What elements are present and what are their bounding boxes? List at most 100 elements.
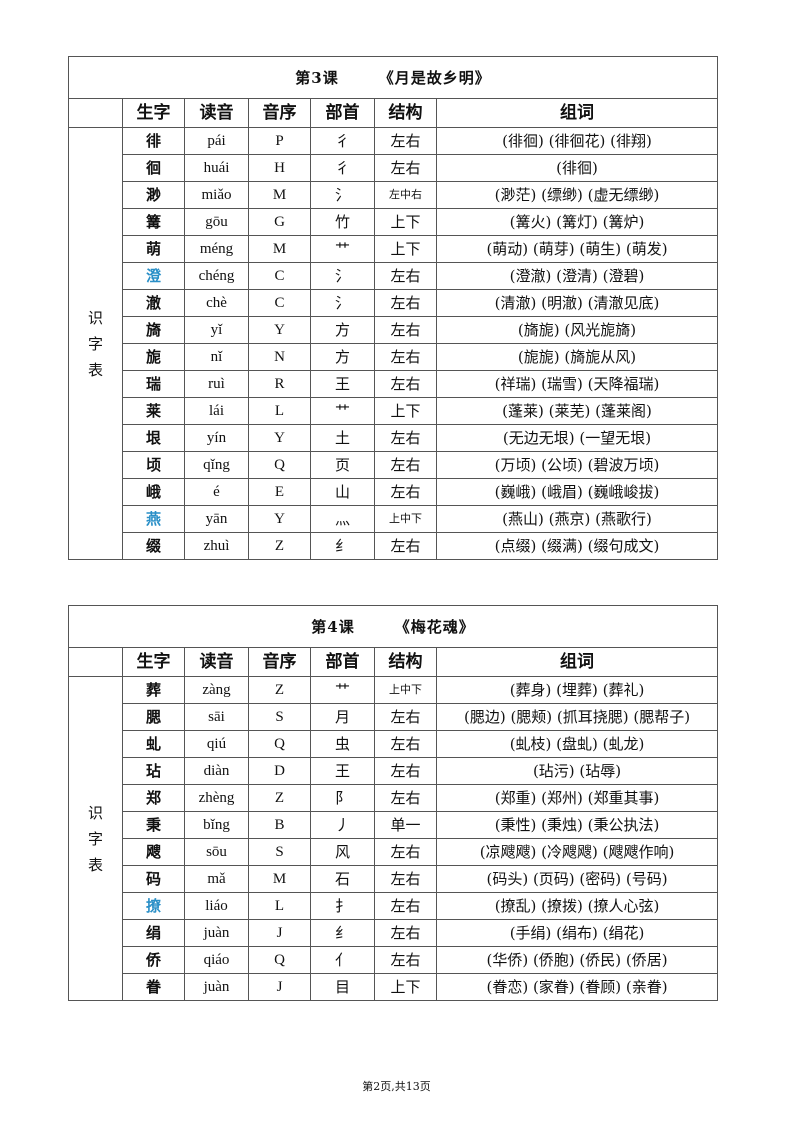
words-cell: (蓬莱) (莱芜) (蓬莱阁) [435, 397, 719, 425]
char-cell: 徊 [122, 154, 185, 182]
pinyin-cell: chè [184, 289, 249, 317]
structure-cell: 左右 [374, 370, 437, 398]
sequence-cell: Q [248, 730, 311, 758]
sequence-cell: Q [248, 451, 311, 479]
words-cell: (篝火) (篝灯) (篝炉) [435, 208, 719, 236]
char-cell: 莱 [122, 397, 185, 425]
words-cell: (玷污) (玷辱) [435, 757, 719, 785]
page-footer: 第2页,共13页 [362, 1080, 431, 1093]
sequence-cell: R [248, 370, 311, 398]
table-row: 识字表葬 zàng Z 艹上中下 (葬身) (埋葬) (葬礼) [68, 676, 719, 1001]
pinyin-cell: ruì [184, 370, 249, 398]
words-cell: (万顷) (公顷) (碧波万顷) [435, 451, 719, 479]
words-cell: (眷恋) (家眷) (眷顾) (亲眷) [435, 973, 719, 1001]
sequence-cell: D [248, 757, 311, 785]
table-row: 垠 yín Y 土左右 (无边无垠) (一望无垠) [69, 424, 719, 452]
words-cell: (秉性) (秉烛) (秉公执法) [435, 811, 719, 839]
table-row: 峨 é E 山左右 (巍峨) (峨眉) (巍峨峻拔) [69, 478, 719, 506]
side-label: 识字表 [68, 676, 123, 1001]
header-row: 生字 读音 音序 部首 结构 组词 [68, 647, 719, 677]
char-cell: 篝 [122, 208, 185, 236]
pinyin-cell: zàng [184, 676, 249, 704]
radical-cell: 风 [310, 838, 375, 866]
words-cell: (虬枝) (盘虬) (虬龙) [435, 730, 719, 758]
radical-cell: 灬 [310, 505, 375, 533]
pinyin-cell: mǎ [184, 865, 249, 893]
sequence-cell: C [248, 289, 311, 317]
radical-cell: 竹 [310, 208, 375, 236]
sequence-cell: M [248, 865, 311, 893]
header-blank [68, 647, 123, 677]
words-cell: (萌动) (萌芽) (萌生) (萌发) [435, 235, 719, 263]
column-header: 读音 [184, 98, 249, 128]
structure-cell: 左右 [374, 289, 437, 317]
char-cell: 秉 [122, 811, 185, 839]
pinyin-cell: yǐ [184, 316, 249, 344]
radical-cell: 页 [310, 451, 375, 479]
structure-cell: 上下 [374, 235, 437, 263]
words-cell: (徘徊) [435, 154, 719, 182]
table-row: 燕 yān Y 灬上中下 (燕山) (燕京) (燕歌行) [69, 505, 719, 533]
sequence-cell: N [248, 343, 311, 371]
char-cell: 缀 [122, 532, 185, 560]
radical-cell: 纟 [310, 532, 375, 560]
radical-cell: 氵 [310, 289, 375, 317]
radical-cell: 目 [310, 973, 375, 1001]
pinyin-cell: diàn [184, 757, 249, 785]
sequence-cell: P [248, 127, 311, 155]
pinyin-cell: yān [184, 505, 249, 533]
column-header: 组词 [435, 647, 719, 677]
table-row: 澈 chè C 氵左右 (清澈) (明澈) (清澈见底) [69, 289, 719, 317]
sequence-cell: J [248, 973, 311, 1001]
radical-cell: 王 [310, 370, 375, 398]
sequence-cell: H [248, 154, 311, 182]
title-row: 第3课 《月是故乡明》 [67, 56, 719, 99]
radical-cell: 氵 [310, 262, 375, 290]
char-cell: 码 [122, 865, 185, 893]
pinyin-cell: sāi [184, 703, 249, 731]
char-cell: 玷 [122, 757, 185, 785]
lesson-number: 第3课 [295, 68, 339, 87]
structure-cell: 左中右 [374, 181, 437, 209]
words-cell: (点缀) (缀满) (缀句成文) [435, 532, 719, 560]
pinyin-cell: liáo [184, 892, 249, 920]
table-row: 腮 sāi S 月左右 (腮边) (腮颊) (抓耳挠腮) (腮帮子) [69, 703, 719, 731]
header-blank [68, 98, 123, 128]
pinyin-cell: zhèng [184, 784, 249, 812]
structure-cell: 左右 [374, 757, 437, 785]
sequence-cell: Y [248, 505, 311, 533]
structure-cell: 单一 [374, 811, 437, 839]
words-cell: (澄澈) (澄清) (澄碧) [435, 262, 719, 290]
column-header: 音序 [248, 647, 311, 677]
column-header: 音序 [248, 98, 311, 128]
radical-cell: 虫 [310, 730, 375, 758]
words-cell: (渺茫) (缥缈) (虚无缥缈) [435, 181, 719, 209]
structure-cell: 左右 [374, 730, 437, 758]
char-cell: 撩 [122, 892, 185, 920]
column-header: 结构 [374, 98, 437, 128]
structure-cell: 上中下 [374, 676, 437, 704]
pinyin-cell: bǐng [184, 811, 249, 839]
char-cell: 侨 [122, 946, 185, 974]
radical-cell: 方 [310, 316, 375, 344]
sequence-cell: L [248, 397, 311, 425]
pinyin-cell: nǐ [184, 343, 249, 371]
words-cell: (燕山) (燕京) (燕歌行) [435, 505, 719, 533]
lesson-title: 第4课 《梅花魂》 [67, 605, 719, 648]
structure-cell: 左右 [374, 838, 437, 866]
pinyin-cell: juàn [184, 919, 249, 947]
structure-cell: 左右 [374, 703, 437, 731]
words-cell: (撩乱) (撩拨) (撩人心弦) [435, 892, 719, 920]
pinyin-cell: yín [184, 424, 249, 452]
char-cell: 燕 [122, 505, 185, 533]
structure-cell: 左右 [374, 532, 437, 560]
words-cell: (旖旎) (风光旎旖) [435, 316, 719, 344]
words-cell: (徘徊) (徘徊花) (徘翔) [435, 127, 719, 155]
sequence-cell: J [248, 919, 311, 947]
char-cell: 绢 [122, 919, 185, 947]
words-cell: (葬身) (埋葬) (葬礼) [435, 676, 719, 704]
char-cell: 郑 [122, 784, 185, 812]
lesson-number: 第4课 [311, 617, 355, 636]
char-cell: 瑞 [122, 370, 185, 398]
table-row: 绢 juàn J 纟左右 (手绢) (绢布) (绢花) [69, 919, 719, 947]
